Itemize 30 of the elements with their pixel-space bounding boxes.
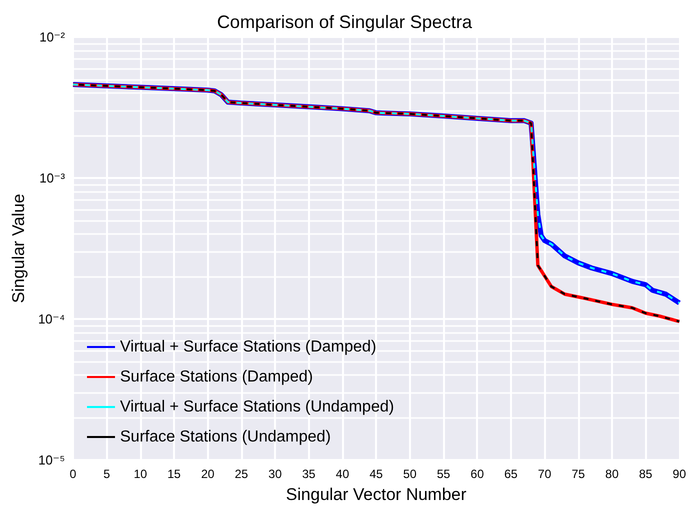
x-tick-label: 60 (470, 467, 484, 481)
x-tick-label: 15 (167, 467, 182, 481)
y-tick-label: 10⁻⁵ (38, 452, 65, 468)
legend-label: Surface Stations (Damped) (120, 368, 313, 386)
x-tick-label: 80 (605, 467, 619, 481)
x-axis-title: Singular Vector Number (286, 485, 467, 504)
x-tick-label: 70 (538, 467, 552, 481)
x-tick-label: 85 (638, 467, 653, 481)
x-tick-label: 25 (234, 467, 248, 481)
x-tick-label: 5 (103, 467, 110, 481)
y-axis-title: Singular Value (9, 194, 28, 304)
x-tick-label: 75 (572, 467, 586, 481)
x-tick-label: 65 (504, 467, 518, 481)
y-tick-label: 10⁻³ (39, 170, 66, 186)
x-tick-label: 30 (268, 467, 282, 481)
x-tick-label: 90 (672, 467, 686, 481)
y-tick-label: 10⁻⁴ (38, 312, 65, 326)
legend-label: Virtual + Surface Stations (Damped) (120, 338, 376, 356)
x-tick-label: 10 (134, 467, 148, 481)
x-tick-label: 45 (369, 467, 384, 481)
x-tick-label: 40 (336, 467, 350, 481)
x-tick-label: 20 (201, 467, 215, 481)
x-tick-label: 50 (403, 467, 417, 481)
legend-label: Virtual + Surface Stations (Undamped) (120, 398, 394, 416)
x-tick-label: 35 (302, 467, 316, 481)
y-tick-label: 10⁻² (39, 30, 66, 44)
x-tick-label: 0 (70, 467, 77, 481)
legend-label: Surface Stations (Undamped) (120, 428, 331, 446)
x-tick-label: 55 (436, 467, 451, 481)
chart-title: Comparison of Singular Spectra (216, 12, 474, 32)
